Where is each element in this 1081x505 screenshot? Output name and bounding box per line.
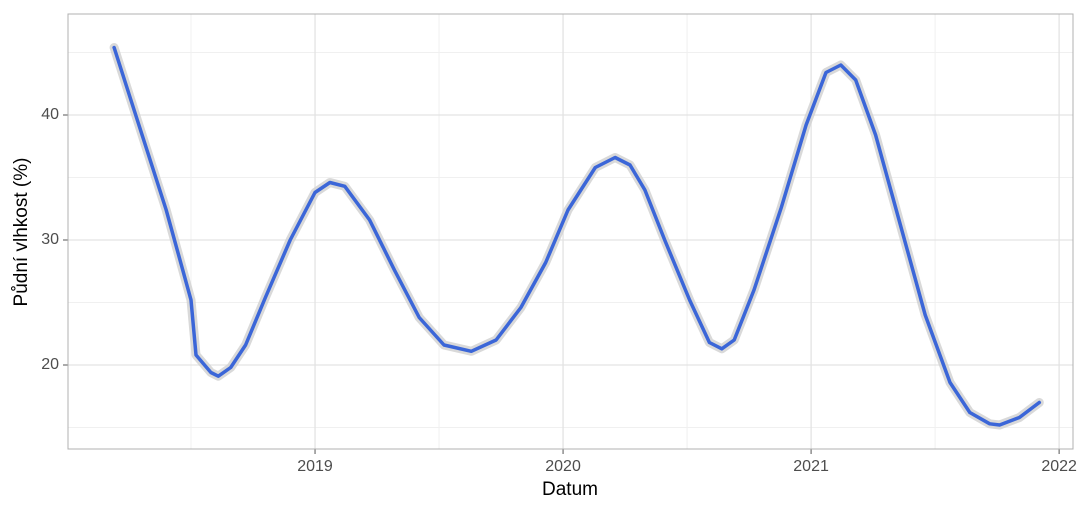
x-tick-label: 2021: [793, 458, 829, 475]
x-axis-label: Datum: [542, 479, 598, 500]
confidence-halo: [109, 43, 1044, 430]
y-axis-label: Půdní vlhkost (%): [11, 158, 32, 307]
x-tick-label: 2020: [545, 458, 581, 475]
x-tick-label: 2022: [1041, 458, 1077, 475]
line: [112, 45, 1042, 427]
y-tick-label: 20: [41, 356, 59, 373]
plot-border: [67, 13, 1074, 450]
y-tick-label: 40: [41, 106, 59, 123]
x-tick-label: 2019: [297, 458, 333, 475]
y-tick-label: 30: [41, 231, 59, 248]
